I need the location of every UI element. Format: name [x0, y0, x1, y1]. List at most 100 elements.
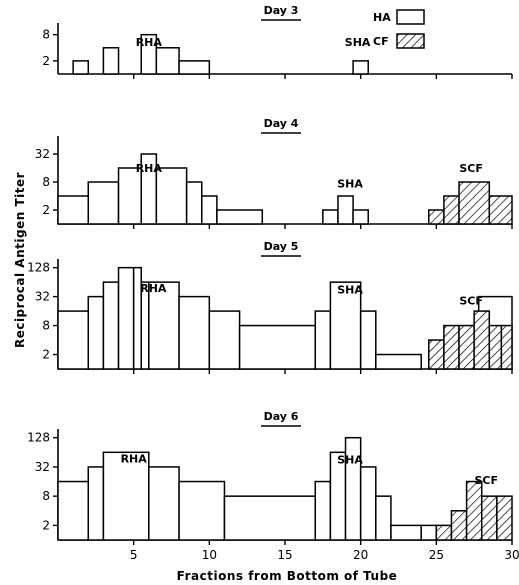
- step-bar-ha: [72, 60, 90, 75]
- legend-label-cf: CF: [373, 35, 389, 48]
- y-tick-label: 8: [42, 175, 50, 189]
- y-tick-label: 2: [42, 348, 50, 362]
- step-bar-ha: [140, 281, 150, 370]
- x-tick-label: 10: [202, 548, 217, 562]
- step-bar-ha: [337, 195, 354, 225]
- step-bar-ha: [216, 209, 264, 225]
- series-ha: [57, 436, 438, 541]
- y-tick-label: 2: [42, 54, 50, 68]
- step-bar-ha: [390, 524, 422, 541]
- step-bar-cf: [435, 524, 453, 541]
- step-bar-ha: [87, 295, 105, 370]
- step-bar-ha: [87, 466, 105, 541]
- legend: HA CF: [373, 9, 425, 49]
- step-bar-ha: [314, 480, 332, 541]
- step-bar-ha: [352, 60, 369, 75]
- panel-day-6: 2 8 32 128 5 10 15 20 25 30 Day 6 RHA SHA SCF: [27, 410, 519, 562]
- chart-panels: 2 8 Day 3 RHA SHA 2 8 32 Day 4 RHA SHA SCF 2 8 32 128 Da…: [27, 4, 519, 562]
- step-bar-ha: [329, 281, 362, 370]
- step-bar-cf: [450, 510, 468, 541]
- panel-title: Day 4: [264, 117, 299, 130]
- step-bar-ha: [148, 281, 180, 370]
- peak-label: SCF: [459, 294, 483, 307]
- peak-label: RHA: [136, 162, 163, 175]
- peak-label: RHA: [140, 282, 167, 295]
- x-tick-label: 15: [277, 548, 292, 562]
- y-tick-label: 2: [42, 518, 50, 532]
- step-bar-ha: [420, 524, 438, 541]
- step-bar-ha: [185, 181, 203, 225]
- step-bar-ha: [223, 495, 317, 541]
- step-bar-ha: [201, 195, 218, 225]
- step-bar-ha: [178, 480, 226, 541]
- step-bar-ha: [117, 266, 135, 370]
- y-tick-label: 32: [35, 460, 50, 474]
- y-tick-label: 32: [35, 147, 50, 161]
- panel-title: Day 6: [264, 410, 299, 423]
- y-axis-label: Reciprocal Antigen Titer: [13, 172, 27, 348]
- step-bar-cf: [496, 495, 513, 541]
- y-tick-label: 8: [42, 489, 50, 503]
- y-tick-label: 32: [35, 290, 50, 304]
- step-bar-cf: [480, 495, 498, 541]
- step-bar-cf: [428, 209, 445, 225]
- step-bar-ha: [87, 181, 120, 225]
- step-bar-ha: [375, 353, 422, 370]
- x-tick-label: 20: [353, 548, 368, 562]
- peak-label: SCF: [459, 162, 483, 175]
- step-bar-ha: [57, 195, 90, 225]
- step-bar-ha: [178, 60, 211, 75]
- y-tick-label: 128: [27, 431, 50, 445]
- step-bar-ha: [102, 47, 120, 75]
- step-bar-cf: [458, 181, 491, 225]
- series-cf: [428, 310, 513, 370]
- step-bar-ha: [352, 209, 369, 225]
- y-tick-label: 8: [42, 319, 50, 333]
- step-bar-ha: [155, 167, 188, 225]
- y-tick-label: 128: [27, 261, 50, 275]
- step-bar-ha: [359, 310, 377, 370]
- x-tick-label: 5: [130, 548, 138, 562]
- y-tick-label: 2: [42, 203, 50, 217]
- step-bar-ha: [102, 281, 120, 370]
- step-bar-cf: [488, 324, 503, 370]
- peak-label: SHA: [337, 454, 363, 467]
- step-bar-cf: [443, 324, 460, 370]
- legend-swatch-cf: [396, 33, 425, 49]
- step-bar-cf: [465, 480, 483, 541]
- step-bar-cf: [458, 324, 475, 370]
- series-ha: [72, 33, 369, 75]
- series-ha: [57, 153, 369, 225]
- step-bar-ha: [57, 480, 90, 541]
- series-cf: [428, 181, 513, 225]
- step-bar-ha: [148, 466, 180, 541]
- peak-label: SHA: [337, 178, 363, 191]
- legend-swatch-ha: [396, 9, 425, 25]
- panel-day-4: 2 8 32 Day 4 RHA SHA SCF: [35, 117, 513, 229]
- step-bar-ha: [102, 451, 150, 541]
- peak-label: SHA: [345, 36, 371, 49]
- step-bar-cf: [443, 195, 460, 225]
- y-tick-label: 8: [42, 28, 50, 42]
- panel-title: Day 3: [264, 4, 299, 17]
- step-bar-ha: [375, 495, 392, 541]
- step-bar-cf: [500, 324, 513, 370]
- panel-title: Day 5: [264, 240, 299, 253]
- step-bar-ha: [117, 167, 142, 225]
- x-tick-label: 25: [429, 548, 444, 562]
- step-bar-cf: [428, 339, 445, 370]
- panel-day-3: 2 8 Day 3 RHA SHA: [42, 4, 513, 79]
- step-bar-cf: [488, 195, 513, 225]
- series-cf: [435, 480, 513, 541]
- step-bar-ha: [155, 47, 180, 75]
- panel-day-5: 2 8 32 128 Day 5 RHA SHA SCF: [27, 240, 513, 374]
- step-bar-ha: [208, 310, 241, 370]
- x-axis-label: Fractions from Bottom of Tube: [177, 569, 398, 583]
- x-tick-label: 30: [504, 548, 519, 562]
- peak-label: RHA: [121, 452, 148, 465]
- peak-label: SCF: [475, 474, 499, 487]
- step-bar-ha: [322, 209, 339, 225]
- step-bar-ha: [359, 466, 377, 541]
- step-bar-ha: [238, 324, 317, 370]
